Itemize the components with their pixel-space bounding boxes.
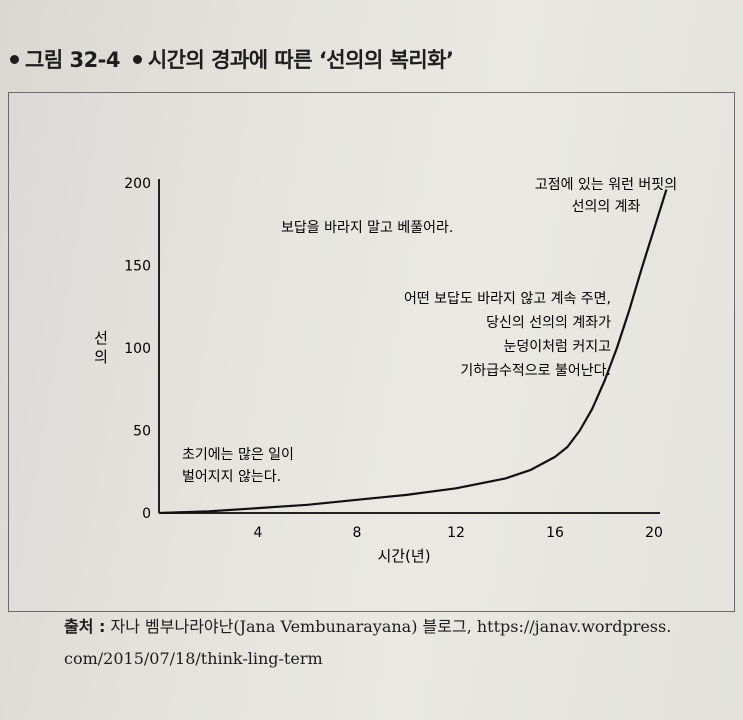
y-tick-label: 0 [142, 506, 151, 522]
bullet-icon [132, 54, 142, 64]
x-tick-label: 12 [447, 525, 465, 541]
annotation: 초기에는 많은 일이 벌어지지 않는다. [182, 447, 294, 485]
series [158, 189, 668, 515]
figure-number: 그림 32-4 [25, 48, 121, 72]
annotation: 어떤 보답도 바라지 않고 계속 주면, 당신의 선의의 계좌가 눈덩이처럼 커지고… [404, 291, 611, 379]
bullet-icon [10, 54, 19, 64]
source-label: 출처 : [64, 617, 106, 636]
series-line [158, 189, 668, 515]
source-note: 출처 : 자나 벰부나라야난(Jana Vembunarayana) 블로그, … [64, 611, 671, 675]
figure-caption: 그림 32-4 시간의 경과에 따른 ‘선의의 복리화’ [10, 44, 454, 74]
tick-labels: 0 50 100 150 200 4 8 12 16 20 선 의 [94, 176, 663, 541]
y-tick-label: 150 [124, 259, 151, 275]
source-line-2: com/2015/07/18/think-ling-term [64, 649, 323, 668]
x-tick-label: 20 [645, 525, 663, 541]
y-tick-label: 100 [124, 341, 151, 357]
annotation: 고점에 있는 워런 버핏의 선의의 계좌 [535, 177, 677, 215]
y-tick-label: 200 [124, 176, 151, 192]
source-line-1: 자나 벰부나라야난(Jana Vembunarayana) 블로그, https… [110, 617, 672, 636]
x-tick-label: 4 [254, 525, 263, 541]
axes [158, 179, 660, 514]
x-tick-label: 16 [546, 525, 564, 541]
x-axis-label: 시간(년) [377, 547, 430, 565]
annotation: 보답을 바라지 말고 베풀어라. [281, 220, 453, 236]
y-tick-label: 50 [133, 424, 151, 440]
chart: 0 50 100 150 200 4 8 12 16 20 선 의 고점에 있는 워런 버핏의 선의의 … [94, 176, 677, 565]
x-tick-label: 8 [353, 525, 362, 541]
figure-title: 시간의 경과에 따른 ‘선의의 복리화’ [147, 48, 454, 72]
chart-frame: 0 50 100 150 200 4 8 12 16 20 선 의 고점에 있는 워런 버핏의 선의의 … [8, 92, 735, 612]
